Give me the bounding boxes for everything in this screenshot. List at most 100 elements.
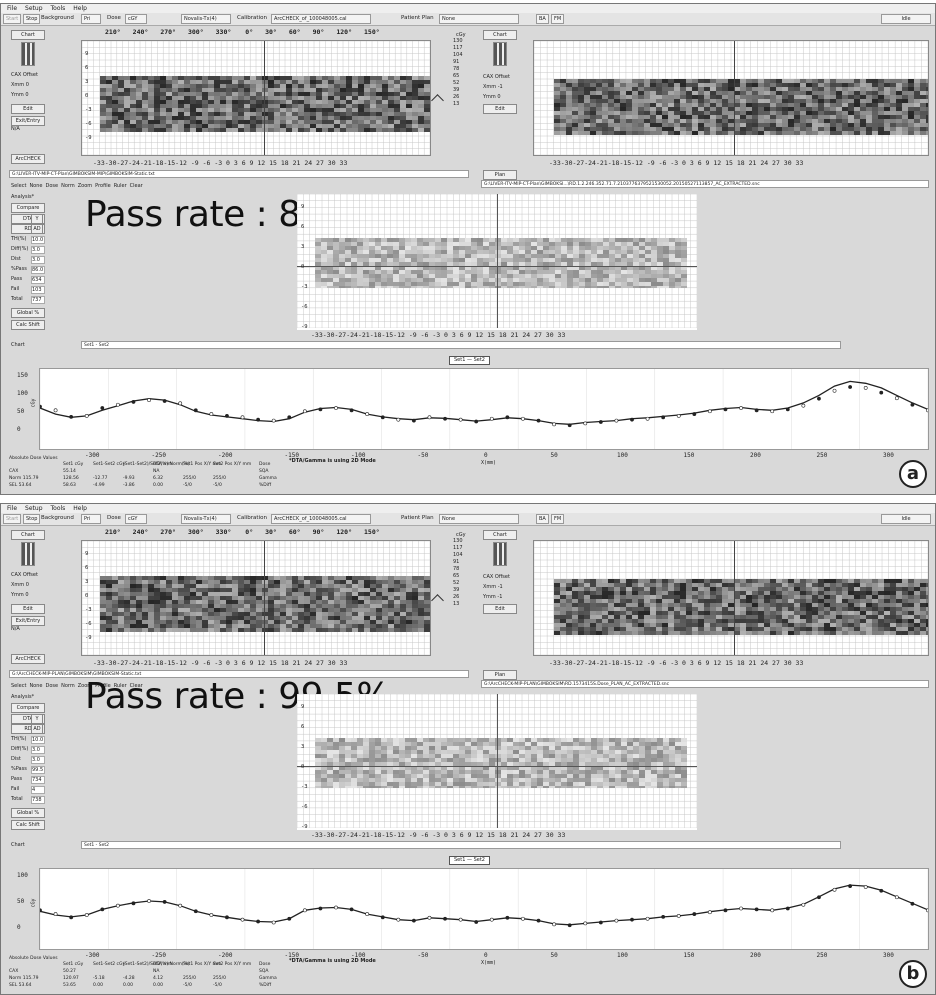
ba-button[interactable]: BA (536, 514, 549, 524)
table-mode-cell[interactable]: %Diff (259, 983, 272, 988)
select-zoom-option[interactable]: Zoom (77, 183, 93, 189)
select-none-option[interactable]: None (29, 183, 43, 189)
exit-entry-button[interactable]: Exit/Entry (11, 116, 45, 126)
table-mode-cell[interactable]: Dose (259, 962, 271, 967)
fail-value[interactable]: 4 (31, 786, 45, 794)
background-select[interactable]: Pri (81, 14, 101, 24)
arccheck-button[interactable]: ArcCHECK (11, 654, 45, 664)
calc-shift-button[interactable]: Calc Shift (11, 820, 45, 830)
stop-button[interactable]: Stop (23, 14, 41, 24)
total-value[interactable]: 737 (31, 296, 45, 304)
chart-mode-icon-right[interactable] (493, 42, 507, 66)
select-ruler-option[interactable]: Ruler (113, 183, 127, 189)
th-value[interactable]: 10.0 (31, 236, 45, 244)
chart-button-right[interactable]: Chart (483, 530, 517, 540)
ad-button[interactable]: AD (31, 224, 43, 234)
chart-mode-icon[interactable] (21, 42, 35, 66)
dose-unit-select[interactable]: cGY (125, 514, 147, 524)
ba-button[interactable]: BA (536, 14, 549, 24)
edit-button-right[interactable]: Edit (483, 104, 517, 114)
fm-button[interactable]: FM (551, 514, 565, 524)
exit-entry-button[interactable]: Exit/Entry (11, 616, 45, 626)
table-mode-cell[interactable]: %Diff (259, 483, 272, 488)
edit-button[interactable]: Edit (11, 604, 45, 614)
select-none-option[interactable]: None (29, 683, 43, 689)
patient-plan-field[interactable]: None (439, 514, 519, 524)
select-zoom-option[interactable]: Zoom (77, 683, 93, 689)
select-dose-option[interactable]: Dose (45, 183, 59, 189)
diff-value[interactable]: 3.0 (31, 246, 45, 254)
fm-button[interactable]: FM (551, 14, 565, 24)
stop-button[interactable]: Stop (23, 514, 41, 524)
fail-value[interactable]: 103 (31, 286, 45, 294)
table-mode-cell[interactable]: SQA (259, 969, 269, 974)
select-profile-option[interactable]: Profile (95, 183, 111, 189)
pass-value[interactable]: 734 (31, 776, 45, 784)
edit-button[interactable]: Edit (11, 104, 45, 114)
menu-tools[interactable]: Tools (50, 5, 66, 12)
machine-select[interactable]: Novalis-Tx(4) (181, 514, 231, 524)
menu-help[interactable]: Help (73, 505, 87, 512)
chart-mode-icon[interactable] (21, 542, 35, 566)
diff-value[interactable]: 3.0 (31, 746, 45, 754)
rd-button[interactable]: RD (11, 224, 45, 234)
dta-button[interactable]: DTA (11, 214, 45, 224)
plan-button[interactable]: Plan (483, 170, 517, 180)
start-button[interactable]: Start (3, 514, 22, 524)
arccheck-button[interactable]: ArcCHECK (11, 154, 45, 164)
table-mode-cell[interactable]: SQA (259, 469, 269, 474)
dose-unit-select[interactable]: cGY (125, 14, 147, 24)
select-clear-option[interactable]: Clear (129, 683, 143, 689)
ad-button[interactable]: AD (31, 724, 43, 734)
gamma-button[interactable]: Y (31, 214, 43, 224)
select-profile-option[interactable]: Profile (95, 683, 111, 689)
background-select[interactable]: Pri (81, 514, 101, 524)
plan-button[interactable]: Plan (483, 670, 517, 680)
chart-button[interactable]: Chart (11, 530, 45, 540)
rd-button[interactable]: RD (11, 724, 45, 734)
chart-bar-field[interactable]: Set1 - Set2 (81, 841, 841, 849)
calibration-field[interactable]: ArcCHECK_of_100048005.cal (271, 514, 371, 524)
global-checkbox[interactable]: Global % (11, 808, 45, 818)
table-mode-cell[interactable]: Dose (259, 462, 271, 467)
pan-cursor-icon[interactable] (431, 94, 444, 107)
dist-value[interactable]: 3.0 (31, 256, 45, 264)
calibration-field[interactable]: ArcCHECK_of_100048005.cal (271, 14, 371, 24)
calc-shift-button[interactable]: Calc Shift (11, 320, 45, 330)
chart-button-right[interactable]: Chart (483, 30, 517, 40)
profile-legend[interactable]: Set1 — Set2 (449, 356, 490, 365)
total-value[interactable]: 738 (31, 796, 45, 804)
menu-file[interactable]: File (7, 505, 18, 512)
pass-pct-value[interactable]: 86.0 (31, 266, 45, 274)
select-dose-option[interactable]: Dose (45, 683, 59, 689)
machine-select[interactable]: Novalis-Tx(4) (181, 14, 231, 24)
menu-setup[interactable]: Setup (25, 5, 43, 12)
menu-tools[interactable]: Tools (50, 505, 66, 512)
patient-plan-field[interactable]: None (439, 14, 519, 24)
pass-value[interactable]: 634 (31, 276, 45, 284)
table-mode-cell[interactable]: Gamma (259, 976, 277, 981)
start-button[interactable]: Start (3, 14, 22, 24)
th-value[interactable]: 10.0 (31, 736, 45, 744)
dist-value[interactable]: 3.0 (31, 756, 45, 764)
select-clear-option[interactable]: Clear (129, 183, 143, 189)
menu-file[interactable]: File (7, 5, 18, 12)
global-checkbox[interactable]: Global % (11, 308, 45, 318)
chart-bar-field[interactable]: Set1 - Set2 (81, 341, 841, 349)
compare-button[interactable]: Compare (11, 203, 45, 213)
pan-cursor-icon[interactable] (431, 594, 444, 607)
pass-pct-value[interactable]: 99.5 (31, 766, 45, 774)
menu-help[interactable]: Help (73, 5, 87, 12)
menu-setup[interactable]: Setup (25, 505, 43, 512)
select-norm-option[interactable]: Norm (61, 183, 75, 189)
chart-button[interactable]: Chart (11, 30, 45, 40)
select-ruler-option[interactable]: Ruler (113, 683, 127, 689)
profile-legend[interactable]: Set1 — Set2 (449, 856, 490, 865)
select-norm-option[interactable]: Norm (61, 683, 75, 689)
dta-button[interactable]: DTA (11, 714, 45, 724)
gamma-button[interactable]: Y (31, 714, 43, 724)
compare-button[interactable]: Compare (11, 703, 45, 713)
chart-mode-icon-right[interactable] (493, 542, 507, 566)
table-mode-cell[interactable]: Gamma (259, 476, 277, 481)
edit-button-right[interactable]: Edit (483, 604, 517, 614)
